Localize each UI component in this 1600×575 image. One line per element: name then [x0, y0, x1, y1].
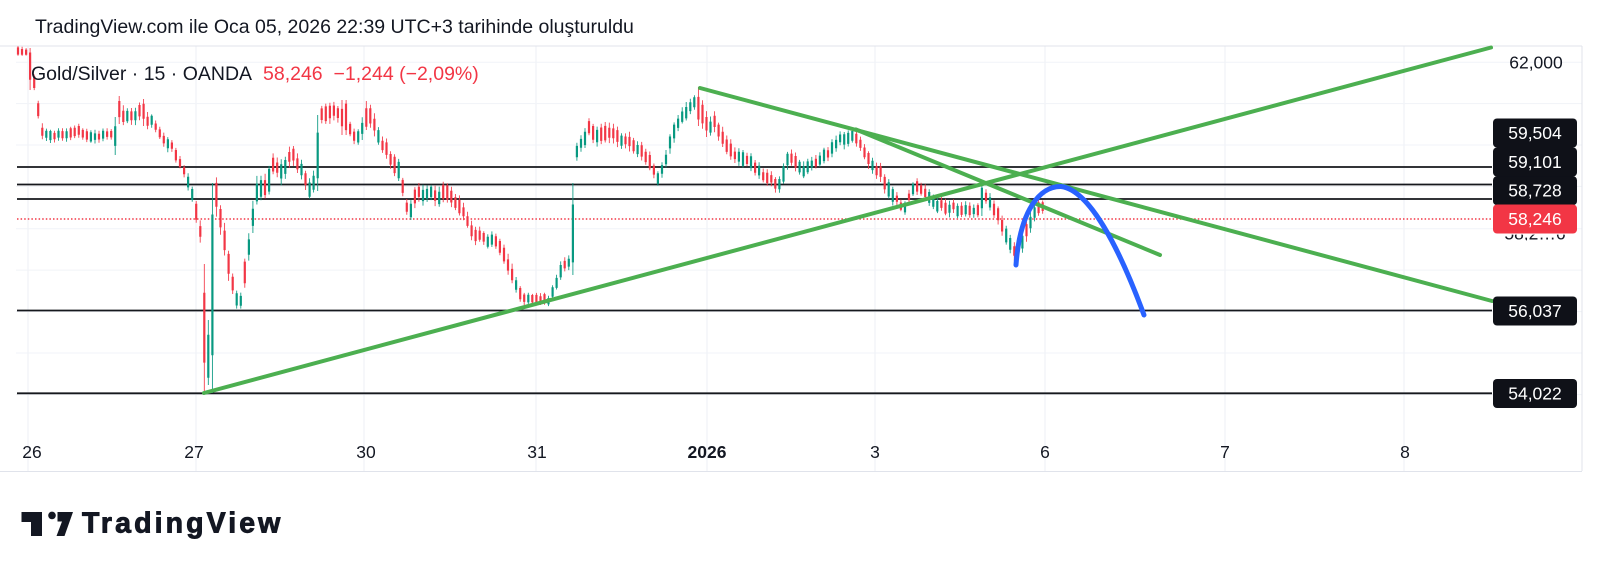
- svg-text:3: 3: [870, 442, 880, 462]
- svg-text:54,022: 54,022: [1508, 384, 1562, 404]
- svg-text:Gold/Silver · 15 · OANDA: Gold/Silver · 15 · OANDA: [31, 63, 252, 85]
- svg-text:59,101: 59,101: [1508, 152, 1562, 172]
- svg-text:58,2…6: 58,2…6: [1504, 224, 1565, 244]
- svg-text:TradingView.com ile Oca 05, 20: TradingView.com ile Oca 05, 2026 22:39 U…: [35, 16, 634, 38]
- svg-text:7: 7: [1220, 442, 1230, 462]
- svg-text:8: 8: [1400, 442, 1410, 462]
- svg-text:62,000: 62,000: [1509, 53, 1563, 73]
- svg-text:58,728: 58,728: [1508, 181, 1562, 201]
- svg-text:TradingView: TradingView: [82, 508, 283, 540]
- svg-text:26: 26: [22, 442, 41, 462]
- svg-text:31: 31: [527, 442, 546, 462]
- svg-text:27: 27: [184, 442, 203, 462]
- svg-text:30: 30: [356, 442, 376, 462]
- svg-text:2026: 2026: [688, 442, 727, 462]
- svg-text:59,504: 59,504: [1508, 123, 1562, 143]
- svg-text:58,246 −1,244 (−2,09%): 58,246 −1,244 (−2,09%): [263, 63, 479, 85]
- svg-text:6: 6: [1040, 442, 1050, 462]
- svg-text:56,037: 56,037: [1508, 301, 1562, 321]
- svg-text:58,246: 58,246: [1508, 209, 1562, 229]
